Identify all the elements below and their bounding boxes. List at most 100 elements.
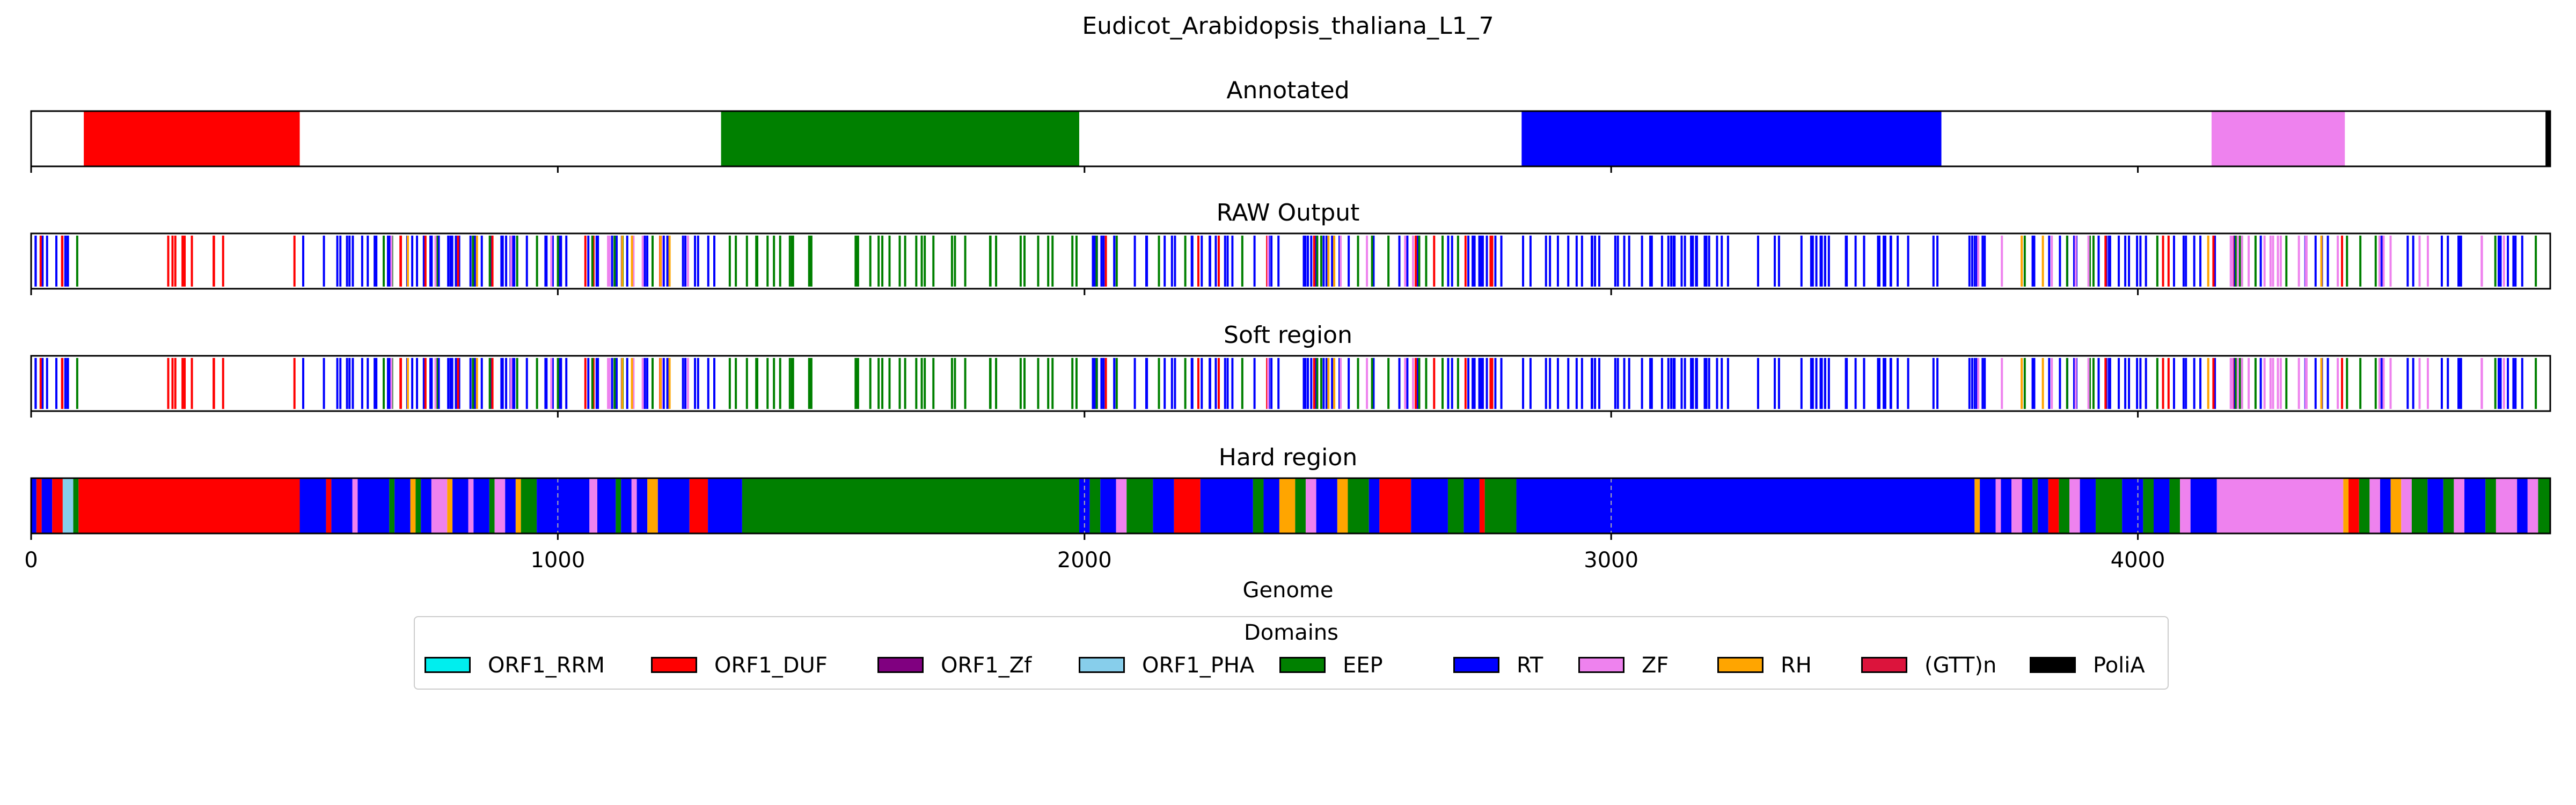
segment-rt (2038, 478, 2048, 533)
panel-frame (30, 477, 2551, 535)
segment-eep (2143, 478, 2154, 533)
segment-eep (1348, 478, 1369, 533)
panel-frame (30, 110, 2551, 167)
x-axis-label: Genome (1242, 578, 1333, 603)
segment-rt (708, 478, 742, 533)
segment-eep (2169, 478, 2180, 533)
segment-rt (2001, 478, 2012, 533)
segment-rt (2380, 478, 2391, 533)
legend-items: ORF1_RRM ORF1_DUF ORF1_Zf ORF1_PHA EEP RT ZF RH… (415, 653, 2168, 678)
segment-orf1-duf (1379, 478, 1411, 533)
panel-frame (30, 232, 2551, 290)
segment-rt (1100, 478, 1116, 533)
segment-rt (2427, 478, 2443, 533)
segment-zf (2496, 478, 2518, 533)
segment-orf1-duf (1174, 478, 1201, 533)
segment-orf1-duf (2348, 478, 2359, 533)
segment-zf (589, 478, 597, 533)
panel-background (31, 356, 2550, 411)
segment-rt (1368, 478, 1380, 533)
legend-label: RT (1517, 653, 1543, 678)
segment-rh (515, 478, 521, 533)
segment-rt (1516, 478, 1975, 533)
segment-rh (2343, 478, 2349, 533)
segment-eep (389, 478, 395, 533)
panel-frame (30, 355, 2551, 412)
segment-rt (1153, 478, 1174, 533)
segment-rt (357, 478, 390, 533)
panel-title: Annotated (1226, 77, 1349, 104)
legend-swatch (651, 657, 697, 673)
segment-rh (1279, 478, 1296, 533)
segment-zf (352, 478, 358, 533)
x-tick-label: 1000 (530, 548, 585, 573)
legend-swatch (1079, 657, 1125, 673)
segment-eep (521, 478, 537, 533)
segment-rt (657, 478, 690, 533)
legend: Domains ORF1_RRM ORF1_DUF ORF1_Zf ORF1_PHA E… (414, 616, 2169, 690)
segment-rt (331, 478, 353, 533)
legend-label: ORF1_Zf (941, 653, 1032, 678)
segment-polia (2545, 111, 2550, 166)
segment-eep (415, 478, 421, 533)
segment-orf1-duf (78, 478, 300, 533)
legend-label: RH (1781, 653, 1812, 678)
x-axis: 0 1000 2000 3000 4000 (24, 548, 2165, 573)
x-tick-label: 3000 (1584, 548, 1638, 573)
segment-zf (2211, 111, 2345, 166)
segment-zf (1116, 478, 1127, 533)
segment-zf (2369, 478, 2381, 533)
segment-rt (1463, 478, 1480, 533)
segment-eep (742, 478, 1079, 533)
segment-rh (447, 478, 453, 533)
panel-title: Hard region (1219, 444, 1357, 471)
segment-rh (1974, 478, 1980, 533)
legend-swatch (1861, 657, 1907, 673)
segment-eep (616, 478, 621, 533)
segment-rt (1263, 478, 1279, 533)
panel-3: Hard region (30, 444, 2551, 540)
segment-eep (73, 478, 79, 533)
segment-rt (394, 478, 411, 533)
legend-label: ORF1_PHA (1142, 653, 1255, 678)
legend-label: ORF1_DUF (714, 653, 828, 678)
legend-swatch (1279, 657, 1326, 673)
segment-zf (2011, 478, 2022, 533)
segment-orf1-duf (36, 478, 42, 533)
segment-orf1-duf (84, 111, 300, 166)
segment-eep (2096, 478, 2123, 533)
segment-eep (1484, 478, 1517, 533)
segment-rt (2190, 478, 2217, 533)
segment-zf (468, 478, 474, 533)
legend-swatch (425, 657, 471, 673)
panel-1: RAW Output (30, 199, 2551, 295)
segment-eep (2411, 478, 2428, 533)
legend-swatch (1578, 657, 1624, 673)
segment-rt (2080, 478, 2096, 533)
segment-rt (41, 478, 53, 533)
legend-swatch (1717, 657, 1763, 673)
segment-rt (2154, 478, 2170, 533)
segment-zf (431, 478, 448, 533)
segment-rh (2390, 478, 2402, 533)
segment-eep (721, 111, 1079, 166)
x-tick-label: 4000 (2111, 548, 2165, 573)
segment-eep (1089, 478, 1101, 533)
legend-swatch (877, 657, 924, 673)
panel-0: Annotated (30, 77, 2551, 173)
segment-rt (473, 478, 489, 533)
segment-eep (1295, 478, 1306, 533)
segment-rt (421, 478, 431, 533)
segment-zf (2180, 478, 2191, 533)
segment-rt (621, 478, 632, 533)
panels: Annotated RAW Output Soft region Hard regio… (30, 77, 2551, 540)
segment-zf (1305, 478, 1316, 533)
x-tick-label: 0 (24, 548, 38, 573)
segment-rt (537, 478, 590, 533)
segment-orf1-duf (52, 478, 63, 533)
segment-eep (2359, 478, 2370, 533)
legend-title: Domains (1243, 620, 1339, 645)
segment-rt (31, 478, 36, 533)
panel-title: RAW Output (1217, 199, 1360, 226)
